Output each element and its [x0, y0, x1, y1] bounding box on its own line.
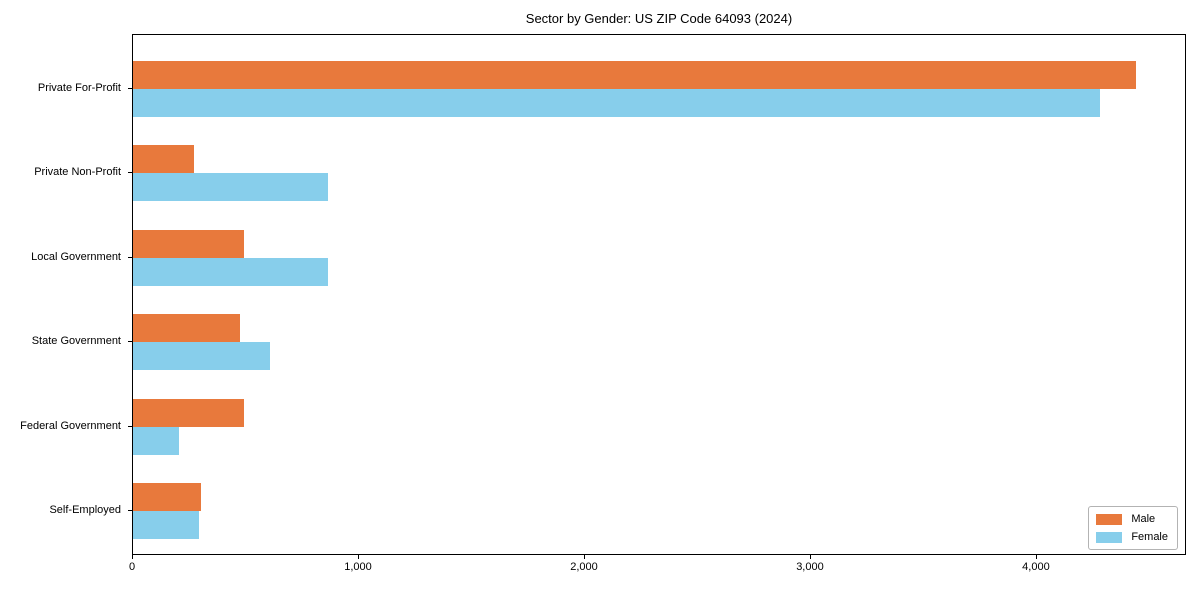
legend-entry-male: Male [1096, 513, 1168, 525]
y-axis-label-federal-government: Federal Government [20, 419, 121, 432]
y-tick-mark [128, 425, 132, 427]
plot-area: Male Female [132, 34, 1186, 555]
x-tick-mark [132, 555, 133, 559]
chart-title: Sector by Gender: US ZIP Code 64093 (202… [525, 11, 793, 26]
legend-entry-female: Female [1096, 531, 1168, 543]
y-tick-mark [128, 172, 132, 174]
bar-female-local-government [133, 257, 328, 286]
y-tick-mark [128, 510, 132, 511]
legend-label-male: Male [1131, 513, 1156, 525]
x-tick-label: 4,000 [1022, 561, 1050, 573]
bar-female-private-non-profit [133, 173, 328, 202]
bar-male-local-government [133, 229, 244, 258]
y-axis-label-local-government: Local Government [31, 250, 121, 263]
legend: Male Female [1088, 506, 1178, 550]
x-tick-label: 0 [128, 561, 136, 573]
y-axis-label-state-government: State Government [31, 335, 121, 348]
bar-female-state-government [133, 342, 270, 371]
x-tick-mark [1035, 555, 1037, 559]
x-tick-label: 3,000 [796, 561, 824, 573]
bar-male-self-employed [133, 483, 201, 511]
y-axis-label-self-employed: Self-Employed [49, 504, 121, 516]
y-tick-mark [128, 256, 132, 258]
x-tick-label: 2,000 [570, 561, 598, 573]
legend-label-female: Female [1131, 531, 1168, 543]
x-tick-mark [809, 555, 811, 559]
x-tick-mark [357, 555, 359, 559]
x-tick-label: 1,000 [344, 561, 372, 573]
y-axis-label-private-for-profit: Private For-Profit [37, 82, 121, 94]
y-tick-mark [128, 341, 132, 343]
legend-swatch-male [1096, 513, 1123, 525]
bar-male-state-government [133, 314, 240, 343]
bar-male-private-for-profit [133, 61, 1136, 89]
bar-female-federal-government [133, 426, 179, 455]
x-tick-mark [583, 555, 585, 559]
bar-male-federal-government [133, 398, 244, 427]
bar-female-self-employed [133, 511, 199, 539]
legend-swatch-female [1096, 531, 1123, 543]
y-tick-mark [128, 88, 132, 89]
y-axis-label-private-non-profit: Private Non-Profit [34, 166, 121, 179]
bar-male-private-non-profit [133, 145, 194, 174]
bar-female-private-for-profit [133, 89, 1100, 117]
